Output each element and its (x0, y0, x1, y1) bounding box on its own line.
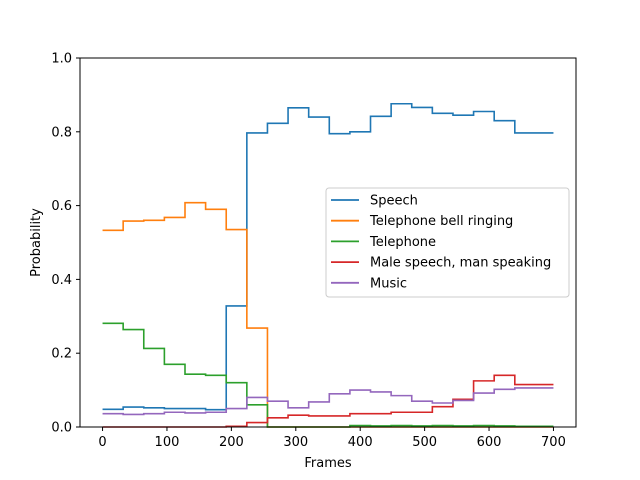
x-tick-label: 700 (541, 435, 566, 450)
x-tick-label: 400 (348, 435, 373, 450)
series-line-4 (102, 387, 554, 416)
x-tick-label: 300 (283, 435, 308, 450)
x-axis-title: Frames (304, 456, 352, 471)
y-tick-label: 0.8 (51, 125, 72, 140)
x-tick-label: 0 (98, 435, 106, 450)
x-tick-label: 100 (155, 435, 180, 450)
legend-label: Music (370, 276, 407, 291)
legend-label: Speech (370, 194, 418, 209)
series-line-0 (102, 102, 554, 411)
x-axis: 0 100 200 300 400 500 600 700 (98, 427, 566, 450)
x-tick-label: 600 (477, 435, 502, 450)
legend-box (325, 187, 570, 298)
y-tick-label: 1.0 (51, 52, 72, 67)
legend-label: Telephone bell ringing (369, 214, 513, 229)
y-tick-label: 0.4 (51, 273, 72, 288)
x-tick-label: 200 (219, 435, 244, 450)
legend-label: Male speech, man speaking (370, 256, 551, 271)
y-axis: 0.0 0.2 0.4 0.6 0.8 1.0 (51, 52, 80, 436)
y-tick-label: 0.6 (51, 199, 72, 214)
y-tick-label: 0.0 (51, 421, 72, 436)
x-tick-label: 500 (412, 435, 437, 450)
legend-label: Telephone (369, 235, 436, 250)
plot-frame (79, 57, 577, 428)
y-tick-label: 0.2 (51, 347, 72, 362)
y-axis-title: Probability (29, 208, 44, 277)
legend: Speech Telephone bell ringing Telephone Mal… (325, 187, 570, 298)
